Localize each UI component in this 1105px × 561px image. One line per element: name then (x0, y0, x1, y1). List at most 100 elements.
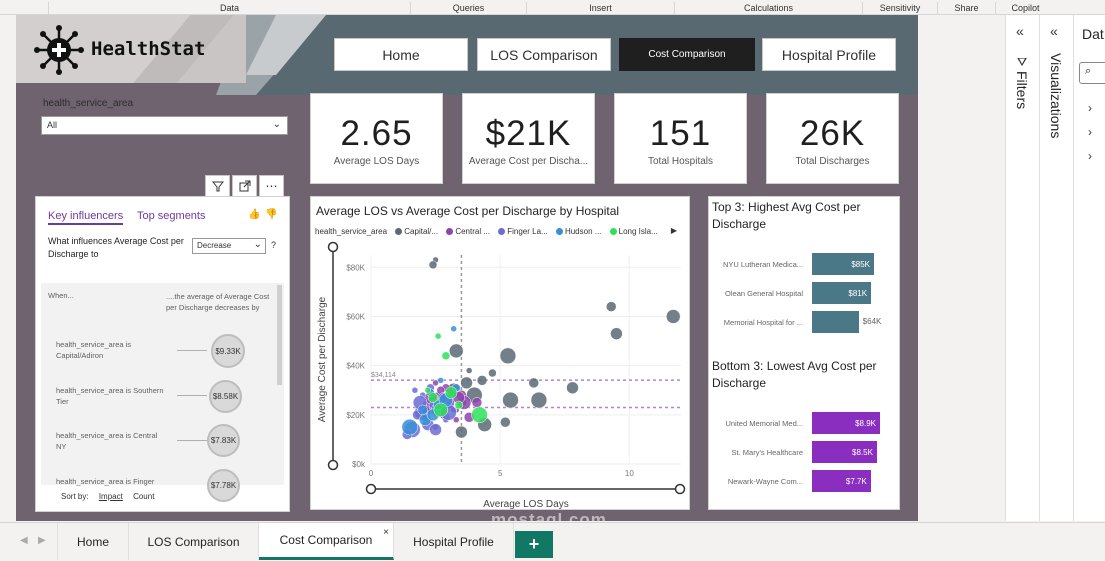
ribbon-group-copilot[interactable]: Copilot (995, 2, 1055, 15)
ki-connector (177, 350, 207, 351)
bar[interactable]: $8.9K (812, 412, 880, 434)
tab-label: Cost Comparison (279, 533, 373, 547)
ki-bubble[interactable]: $9.33K (211, 334, 245, 368)
nav-cost-comparison-button[interactable]: Cost Comparison (619, 38, 755, 71)
sort-impact-option[interactable]: Impact (98, 492, 123, 501)
scatter-point (437, 377, 444, 384)
scatter-point (427, 392, 439, 403)
tab-key-influencers[interactable]: Key influencers (48, 210, 124, 225)
slicer-label: health_service_area (43, 98, 134, 109)
scatter-point (500, 416, 511, 428)
bar[interactable]: $7.7K (812, 470, 871, 492)
tab-top-segments[interactable]: Top segments (137, 210, 206, 222)
visualizations-label[interactable]: Visualizations (1048, 53, 1064, 139)
scatter-point (417, 404, 428, 416)
top3-title: Top 3: Highest Avg Cost per Discharge (712, 200, 861, 231)
bar-data-label: $64K (862, 317, 882, 326)
ki-question: What influences Average Cost per Dischar… (48, 236, 184, 259)
more-options-icon[interactable]: ⋯ (259, 175, 284, 197)
ki-scrollbar[interactable] (277, 285, 282, 385)
collapse-visualizations-icon[interactable]: « (1050, 23, 1058, 39)
expand-chevron-icon[interactable]: › (1088, 149, 1092, 163)
ribbon-group-queries[interactable]: Queries (410, 2, 526, 15)
kpi-value: 2.65 (340, 114, 413, 153)
kpi-label: Total Hospitals (647, 156, 714, 167)
report-canvas: HealthStat Home LOS Comparison Cost Comp… (16, 15, 918, 521)
scatter-point (455, 425, 468, 439)
ribbon-group-data[interactable]: Data (48, 2, 410, 15)
scatter-point (453, 416, 460, 423)
tab-cost-comparison[interactable]: Cost Comparison × (259, 523, 394, 560)
bar-category-label: United Memorial Med... (725, 419, 803, 428)
bar[interactable] (812, 311, 859, 333)
ki-row-label[interactable]: health_service_area is Capital/Adiron (56, 340, 132, 360)
ki-row-label[interactable]: health_service_area is Finger Lakes (56, 477, 155, 486)
tab-los-comparison[interactable]: LOS Comparison (129, 523, 259, 560)
y-tick-label: $80K (346, 263, 365, 272)
health-service-area-slicer[interactable]: All ⌄ (41, 116, 288, 135)
scatter-chart-visual: Average LOS vs Average Cost per Discharg… (310, 196, 690, 510)
bar[interactable]: $81K (812, 282, 872, 304)
help-icon[interactable]: ? (271, 240, 277, 250)
sort-count-option[interactable]: Count (133, 492, 155, 501)
nav-los-comparison-button[interactable]: LOS Comparison (477, 38, 611, 71)
expand-chevron-icon[interactable]: › (1088, 101, 1092, 115)
ribbon-groups: Data Queries Insert Calculations Sensiti… (0, 0, 1105, 15)
kpi-card-avg-cost: $21K Average Cost per Discha... (462, 93, 595, 184)
data-pane: Dat ⌕ › › › (1073, 15, 1105, 521)
ribbon-group-sensitivity[interactable]: Sensitivity (862, 2, 937, 15)
direction-dropdown[interactable]: Decrease ⌄ (192, 238, 266, 254)
scatter-point (471, 406, 488, 424)
scatter-point (460, 376, 473, 390)
ki-row-label[interactable]: health_service_area is Central NY (56, 431, 158, 451)
tab-scroll-right-icon[interactable]: ▶ (38, 535, 46, 546)
scatter-point (530, 391, 548, 409)
filter-icon[interactable] (205, 175, 230, 197)
tab-hospital-profile[interactable]: Hospital Profile (394, 523, 514, 560)
scatter-point (666, 309, 681, 324)
ribbon-group-insert[interactable]: Insert (526, 2, 674, 15)
kpi-card-avg-los: 2.65 Average LOS Days (310, 93, 443, 184)
data-search-input[interactable]: ⌕ (1079, 62, 1105, 84)
logo-text: HealthStat (91, 38, 206, 60)
kpi-value: 26K (799, 114, 866, 153)
scatter-point (401, 418, 418, 436)
ki-sort-by: Sort by: Impact Count (61, 492, 162, 501)
tab-scroll-left-icon[interactable]: ◀ (20, 535, 28, 546)
scatter-point (411, 386, 419, 394)
ribbon-group-share[interactable]: Share (937, 2, 995, 15)
close-icon[interactable]: × (383, 527, 389, 538)
thumbs-down-icon[interactable]: 👎 (265, 209, 278, 220)
legend-item[interactable]: Long Isla... (609, 227, 658, 236)
bar[interactable]: $85K (812, 253, 874, 275)
ki-row-label[interactable]: health_service_area is Southern Tier (56, 386, 164, 406)
legend-item[interactable]: Hudson ... (555, 227, 601, 236)
scatter-plot-area[interactable]: $0k $20K $40K $60K $80K 0 5 10 $34,114 Average LO… (311, 197, 690, 510)
scatter-point (476, 375, 488, 386)
legend-item[interactable]: Capital/... (395, 227, 438, 236)
nav-home-button[interactable]: Home (334, 38, 468, 71)
focus-mode-icon[interactable] (232, 175, 257, 197)
tab-home[interactable]: Home (57, 523, 129, 560)
ki-bubble[interactable]: $7.83K (207, 424, 240, 457)
y-tick-label: $0k (352, 460, 366, 469)
scatter-point (454, 400, 464, 410)
thumbs-up-icon[interactable]: 👍 (248, 209, 261, 220)
bar[interactable]: $8.5K (812, 441, 877, 463)
add-page-button[interactable]: + (515, 531, 553, 558)
visualizations-pane: « Visualizations (1039, 15, 1073, 521)
ki-bubble[interactable]: $8.58K (209, 380, 242, 413)
ribbon-group-calculations[interactable]: Calculations (674, 2, 862, 15)
legend-next-icon[interactable]: ▶ (670, 226, 677, 235)
expand-chevron-icon[interactable]: › (1088, 125, 1092, 139)
x-tick-label: 0 (369, 469, 374, 478)
filters-label[interactable]: Filters (1014, 71, 1030, 110)
ki-bubble[interactable]: $7.78K (207, 469, 240, 502)
sort-label: Sort by: (61, 492, 89, 501)
data-table-list: › › › (1088, 96, 1092, 168)
collapse-filters-icon[interactable]: « (1016, 23, 1024, 39)
top-bottom-bar-panel: Top 3: Highest Avg Cost per Discharge NY… (708, 196, 900, 510)
legend-item[interactable]: Finger La... (498, 227, 548, 236)
nav-hospital-profile-button[interactable]: Hospital Profile (762, 38, 896, 71)
legend-item[interactable]: Central ... (446, 227, 490, 236)
